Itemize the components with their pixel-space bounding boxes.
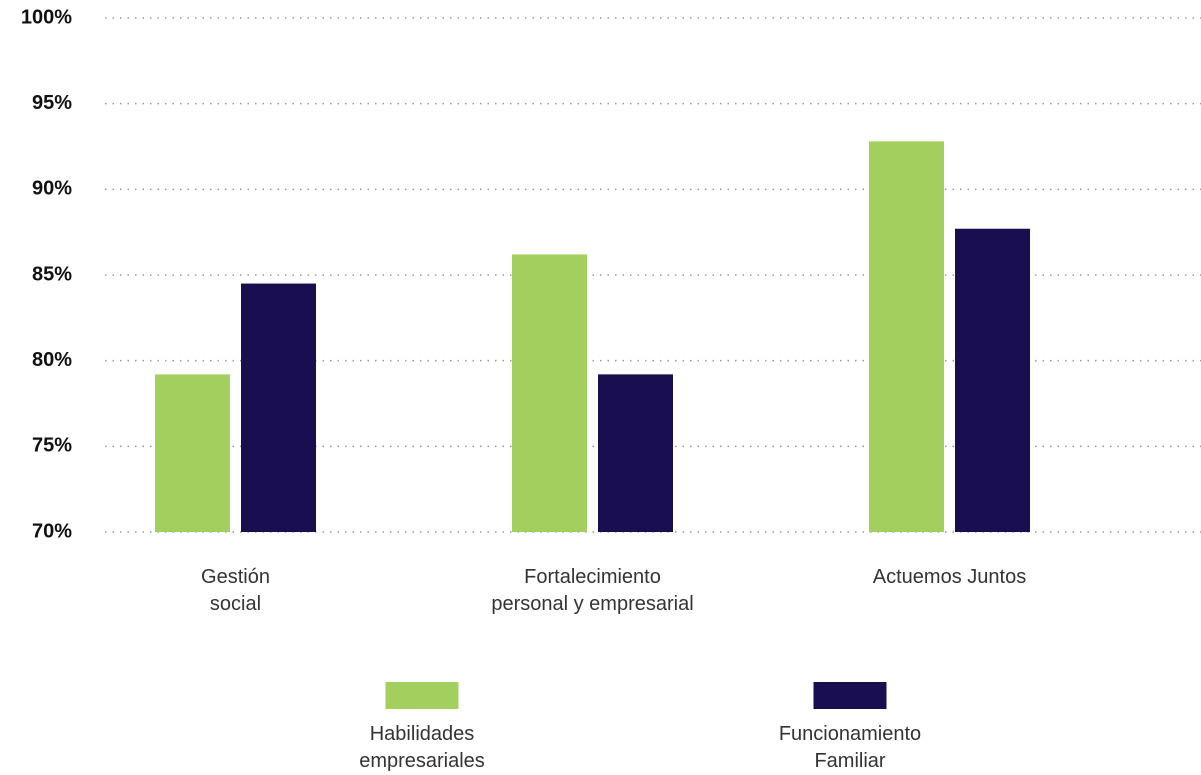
bar [955, 228, 1030, 533]
bar [512, 254, 587, 532]
y-tick-label: 90% [32, 178, 72, 200]
legend-swatch [813, 682, 887, 709]
legend-label: Funcionamiento Familiar [778, 723, 922, 772]
y-tick-label: 80% [32, 349, 72, 371]
bar [155, 374, 230, 532]
x-tick-label: Fortalecimiento personal y empresarial [491, 566, 694, 615]
x-tick-label: Actuemos Juntos [872, 566, 1027, 588]
bar [241, 283, 316, 532]
y-tick-label: 95% [32, 92, 72, 114]
bar [598, 374, 673, 532]
legend-swatch [385, 682, 459, 709]
x-tick-label: Gestión social [201, 566, 270, 615]
y-tick-label: 70% [32, 520, 72, 542]
y-tick-label: 85% [32, 263, 72, 285]
legend-label: Habilidades empresariales [359, 723, 485, 772]
y-tick-label: 75% [32, 435, 72, 457]
y-tick-label: 100% [21, 6, 72, 28]
bar [869, 141, 944, 533]
